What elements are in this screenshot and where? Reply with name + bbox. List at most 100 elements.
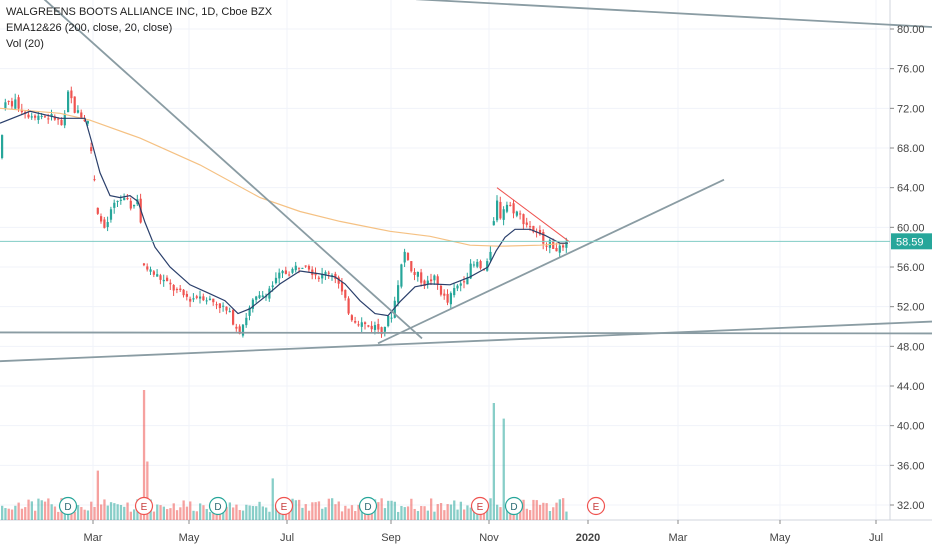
volume-bar bbox=[416, 511, 420, 520]
candle-body bbox=[83, 119, 86, 122]
trendline-horizontal-support bbox=[0, 331, 932, 335]
candle-body bbox=[172, 285, 175, 291]
volume-bar bbox=[420, 505, 423, 520]
volume-bar bbox=[146, 461, 149, 520]
candle-body bbox=[380, 327, 383, 335]
last-price-badge bbox=[891, 233, 932, 250]
candle-body bbox=[106, 222, 109, 228]
candle-body bbox=[123, 197, 126, 201]
candle-body bbox=[496, 200, 499, 221]
candle-body bbox=[278, 272, 281, 279]
candle-body bbox=[489, 251, 492, 260]
volume-bar bbox=[50, 504, 53, 520]
candle-body bbox=[373, 325, 377, 330]
candle-body bbox=[479, 261, 482, 269]
candle-body bbox=[390, 317, 393, 319]
x-tick-label: 2020 bbox=[576, 532, 600, 544]
candle-body bbox=[96, 207, 99, 214]
candle-body bbox=[482, 269, 485, 271]
volume-bar bbox=[496, 504, 499, 520]
trendline-long-downtrend bbox=[43, 0, 423, 340]
earnings-marker bbox=[134, 496, 154, 516]
candle-body bbox=[532, 225, 535, 232]
y-tick-label: 76.00 bbox=[897, 64, 925, 76]
volume-bar bbox=[423, 506, 426, 520]
volume-bar bbox=[27, 499, 30, 520]
y-tick-label: 72.00 bbox=[897, 103, 925, 115]
volume-bar bbox=[298, 499, 301, 520]
candle-body bbox=[357, 324, 360, 326]
volume-bar bbox=[268, 511, 271, 520]
candle-body bbox=[202, 296, 205, 301]
candle-body bbox=[53, 116, 56, 120]
volume-bar bbox=[245, 504, 248, 520]
candle-body bbox=[360, 322, 363, 327]
candle-body bbox=[70, 90, 73, 99]
candle-body bbox=[558, 245, 561, 253]
candle-body bbox=[459, 283, 462, 286]
y-tick-label: 64.00 bbox=[897, 183, 925, 195]
triangle-top-line bbox=[496, 187, 571, 243]
volume-bar bbox=[235, 504, 238, 520]
candle-body bbox=[393, 300, 396, 318]
volume-bar bbox=[7, 508, 10, 520]
candle-body bbox=[162, 279, 165, 282]
candle-body bbox=[400, 264, 403, 287]
volume-bar bbox=[321, 508, 324, 520]
volume-bar bbox=[169, 508, 172, 520]
dividend-marker-label: D bbox=[364, 502, 371, 513]
volume-bar bbox=[463, 509, 466, 520]
volume-bar bbox=[377, 502, 380, 520]
candle-body bbox=[116, 200, 119, 202]
candle-body bbox=[57, 118, 60, 120]
candle-body bbox=[331, 275, 334, 277]
volume-bar bbox=[535, 500, 538, 520]
candle-body bbox=[469, 263, 472, 279]
earnings-marker-label: E bbox=[281, 502, 288, 513]
candle-body bbox=[298, 267, 301, 269]
y-tick-label: 52.00 bbox=[897, 302, 925, 314]
trendline-top-slope bbox=[415, 0, 932, 28]
candle-body bbox=[169, 282, 172, 285]
volume-bar bbox=[30, 501, 33, 520]
candle-body bbox=[182, 289, 185, 296]
volume-bar bbox=[192, 510, 195, 520]
candle-body bbox=[185, 293, 188, 297]
volume-bar bbox=[175, 510, 179, 520]
volume-bar bbox=[232, 507, 235, 520]
volume-bar bbox=[383, 508, 387, 520]
symbol-title[interactable]: WALGREENS BOOTS ALLIANCE INC, 1D, Cboe B… bbox=[6, 6, 273, 18]
volume-bar bbox=[100, 504, 103, 520]
candle-body bbox=[529, 226, 532, 228]
volume-indicator-label[interactable]: Vol (20) bbox=[6, 38, 44, 50]
candle-body bbox=[562, 245, 565, 248]
x-tick-label: Mar bbox=[669, 532, 688, 544]
volume-bar bbox=[76, 505, 80, 520]
volume-bar bbox=[129, 511, 132, 520]
volume-bar bbox=[274, 507, 278, 520]
volume-bar bbox=[14, 505, 17, 520]
volume-bar bbox=[53, 506, 57, 520]
volume-bar bbox=[443, 510, 446, 520]
x-tick-label: Sep bbox=[381, 532, 401, 544]
volume-bar bbox=[505, 509, 509, 520]
candle-body bbox=[208, 298, 212, 300]
candle-body bbox=[453, 288, 456, 296]
candle-body bbox=[472, 264, 476, 266]
last-price-badge-label: 58.59 bbox=[896, 236, 924, 248]
candle-body bbox=[34, 115, 37, 118]
ema-indicator-label[interactable]: EMA12&26 (200, close, 20, close) bbox=[6, 22, 173, 34]
volume-bar bbox=[83, 509, 86, 520]
volume-bar bbox=[446, 504, 449, 520]
candle-body bbox=[439, 285, 443, 295]
volume-bar bbox=[354, 511, 357, 520]
volume-bar bbox=[106, 505, 109, 520]
candle-body bbox=[20, 109, 23, 113]
volume-bar bbox=[20, 508, 24, 520]
x-tick-label: Jul bbox=[869, 532, 883, 544]
ema-200-line bbox=[0, 107, 569, 247]
volume-bar bbox=[43, 501, 47, 520]
dividend-marker bbox=[504, 496, 524, 516]
